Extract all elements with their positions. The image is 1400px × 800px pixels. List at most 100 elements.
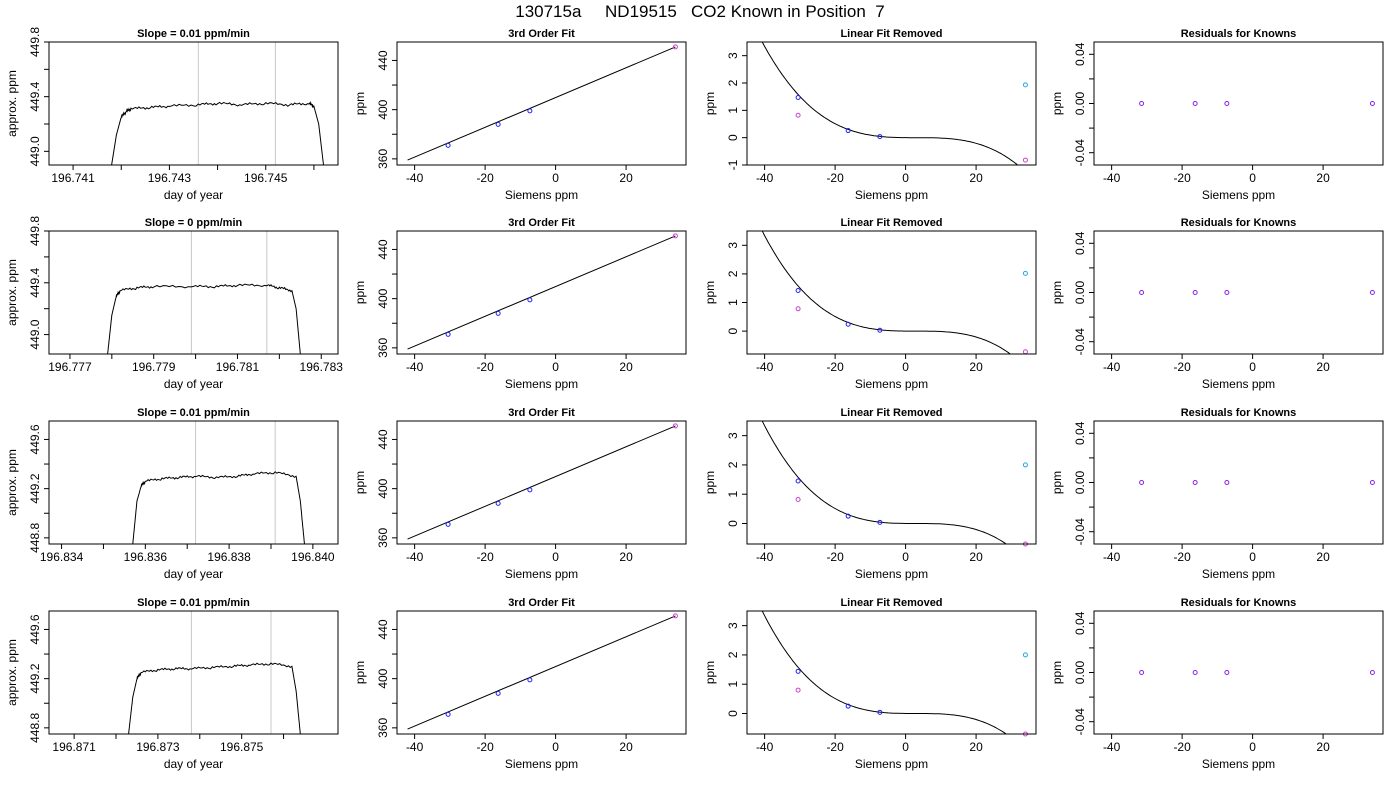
x-tick-label: 20 xyxy=(1316,171,1330,185)
x-tick-label: -40 xyxy=(406,550,424,564)
plot-frame xyxy=(1093,230,1384,355)
x-tick-label: 196.873 xyxy=(136,740,180,754)
chart-title: 3rd Order Fit xyxy=(508,407,575,419)
y-tick-label: 2 xyxy=(726,461,740,468)
data-point xyxy=(1139,480,1145,485)
plot-area xyxy=(132,421,305,544)
y-tick-label: 448.8 xyxy=(28,523,42,553)
data-point xyxy=(445,711,451,717)
data-point xyxy=(877,709,883,715)
x-tick-label: 20 xyxy=(969,171,983,185)
data-point xyxy=(1139,101,1145,106)
x-tick-label: -40 xyxy=(1103,171,1121,185)
data-point xyxy=(877,327,883,333)
data-point xyxy=(1139,290,1145,295)
data-point xyxy=(672,423,678,429)
x-tick-label: 196.871 xyxy=(52,740,96,754)
x-tick-label: -40 xyxy=(756,740,774,754)
y-axis-label: approx. ppm xyxy=(5,70,19,137)
y-tick-label: 0.04 xyxy=(1073,231,1087,255)
y-tick-label: -0.04 xyxy=(1073,518,1087,546)
x-tick-label: 196.741 xyxy=(51,171,95,185)
y-tick-label: 3 xyxy=(726,242,740,249)
x-tick-label: 0 xyxy=(1249,360,1256,374)
x-tick-label: 196.836 xyxy=(124,550,168,564)
data-point xyxy=(795,112,801,118)
data-point xyxy=(495,500,501,506)
y-axis-label: approx. ppm xyxy=(5,449,19,516)
plot-frame xyxy=(746,230,1037,355)
y-tick-label: 449.6 xyxy=(28,614,42,644)
fit-curve xyxy=(761,611,1008,734)
chart-title: Linear Fit Removed xyxy=(840,28,942,40)
data-point xyxy=(495,690,501,696)
y-axis-label: ppm xyxy=(703,661,717,684)
data-point xyxy=(445,331,451,337)
y-tick-label: 449.4 xyxy=(28,267,42,297)
x-tick-label: 20 xyxy=(1316,550,1330,564)
y-tick-label: 0.00 xyxy=(1073,280,1087,304)
x-tick-label: 196.779 xyxy=(132,360,176,374)
data-point xyxy=(795,687,801,693)
y-tick-label: 449.8 xyxy=(28,216,42,246)
x-tick-label: -20 xyxy=(476,360,494,374)
chart-panel-1: Slope = 0.01 ppm/min 196.741 196.743 196.74… xyxy=(5,27,339,202)
y-tick-label: 360 xyxy=(376,528,390,548)
plot-frame xyxy=(48,230,339,355)
data-point xyxy=(1139,670,1145,675)
y-axis-label: ppm xyxy=(703,281,717,304)
x-tick-label: 196.745 xyxy=(244,171,288,185)
data-point xyxy=(877,134,883,140)
chart-panel-16: Residuals for Knowns -40 -20 0 20 -0.04 0.00 0.… xyxy=(1050,597,1384,771)
x-tick-label: 0 xyxy=(902,360,909,374)
data-point xyxy=(527,297,533,303)
data-point xyxy=(672,44,678,50)
y-tick-label: 400 xyxy=(376,478,390,498)
data-point xyxy=(845,513,851,519)
x-tick-label: 0 xyxy=(1249,740,1256,754)
y-tick-label: 440 xyxy=(376,619,390,639)
data-point xyxy=(845,128,851,134)
plot-frame xyxy=(1093,610,1384,735)
x-tick-label: -20 xyxy=(476,171,494,185)
fit-curve xyxy=(761,231,1012,354)
x-tick-label: -40 xyxy=(756,550,774,564)
plot-frame xyxy=(396,230,687,355)
data-point xyxy=(795,94,801,100)
plot-frame xyxy=(396,41,687,166)
page-title: 130715a ND19515 CO2 Known in Position 7 xyxy=(515,2,885,21)
data-point xyxy=(1192,290,1198,295)
fit-line xyxy=(407,46,676,161)
y-tick-label: 449.8 xyxy=(28,27,42,57)
x-tick-label: 196.838 xyxy=(207,550,251,564)
chart-panel-2: 3rd Order Fit -40 -20 0 20 360 400 440 Siemens p… xyxy=(353,28,687,202)
y-tick-label: 449.6 xyxy=(28,424,42,454)
y-tick-label: 0.04 xyxy=(1073,421,1087,445)
fit-curve xyxy=(761,421,1008,544)
x-tick-label: 196.783 xyxy=(300,360,344,374)
y-axis-label: ppm xyxy=(1050,281,1064,304)
plot-frame xyxy=(746,41,1037,166)
plot-area xyxy=(128,611,301,734)
y-tick-label: 1 xyxy=(726,299,740,306)
y-tick-label: -1 xyxy=(726,159,740,170)
x-tick-label: 0 xyxy=(902,740,909,754)
chart-panel-4: Residuals for Knowns -40 -20 0 20 -0.04 0.00 0.… xyxy=(1050,28,1384,202)
y-tick-label: 440 xyxy=(376,429,390,449)
x-tick-label: 0 xyxy=(902,171,909,185)
data-point xyxy=(1022,462,1028,468)
y-tick-label: 3 xyxy=(726,52,740,59)
y-tick-label: 0 xyxy=(726,134,740,141)
x-axis-label: Siemens ppm xyxy=(1202,188,1275,202)
data-point xyxy=(1022,270,1028,276)
y-tick-label: 0.00 xyxy=(1073,660,1087,684)
fit-line xyxy=(407,235,676,350)
x-tick-label: -20 xyxy=(1173,740,1191,754)
y-tick-label: 0.00 xyxy=(1073,91,1087,115)
chart-panel-11: Linear Fit Removed -40 -20 0 20 0 1 2 3 Siemens p… xyxy=(703,407,1037,581)
plot-frame xyxy=(1093,41,1384,166)
y-tick-label: 2 xyxy=(726,270,740,277)
y-tick-label: 0.04 xyxy=(1073,42,1087,66)
data-point xyxy=(877,519,883,525)
